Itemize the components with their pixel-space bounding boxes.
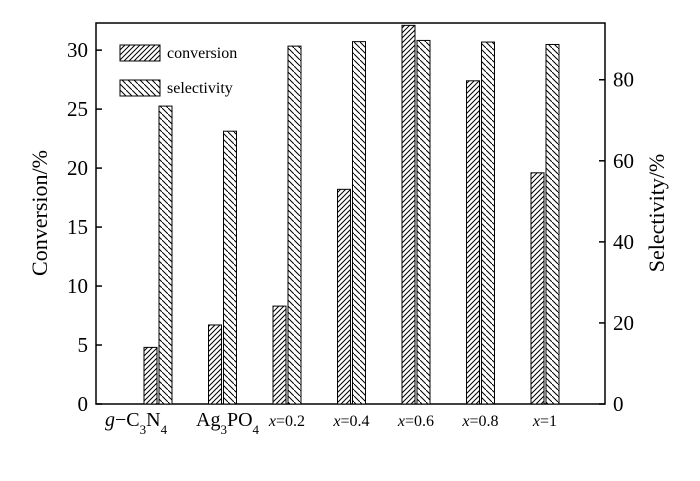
y2-axis-title: Selectivity/% xyxy=(644,154,669,273)
bar-conversion xyxy=(466,80,480,405)
bar-conversion xyxy=(143,346,158,405)
legend-label-conversion: conversion xyxy=(167,45,237,62)
bar-selectivity xyxy=(158,105,173,405)
left-axis: 0 5 10 15 20 25 30 xyxy=(67,38,102,416)
bar-conversion xyxy=(401,24,416,405)
y2-tick-label: 40 xyxy=(613,230,634,254)
y2-tick-label: 0 xyxy=(613,392,624,416)
bar-conversion xyxy=(337,188,351,405)
x-tick-label: x=0.2 xyxy=(268,413,305,430)
bar-selectivity xyxy=(416,39,431,405)
bar-selectivity xyxy=(287,45,302,405)
bar-conversion xyxy=(208,324,222,405)
bar-selectivity xyxy=(545,43,560,405)
bars xyxy=(143,24,560,405)
y-axis-title: Conversion/% xyxy=(27,150,52,276)
x-tick-label: x=1 xyxy=(532,413,557,430)
y-tick-label: 20 xyxy=(67,156,88,180)
y2-tick-label: 60 xyxy=(613,149,634,173)
y-tick-label: 25 xyxy=(67,97,88,121)
legend: conversion selectivity xyxy=(119,44,237,97)
bar-selectivity xyxy=(481,41,495,405)
y-tick-label: 5 xyxy=(78,333,89,357)
legend-swatch-conversion xyxy=(119,44,161,62)
legend-label-selectivity: selectivity xyxy=(167,80,233,97)
bar-conversion xyxy=(530,172,545,405)
bar-selectivity xyxy=(352,41,366,405)
x-tick-label: x=0.6 xyxy=(397,413,434,430)
legend-swatch-selectivity xyxy=(119,79,161,97)
bar-selectivity xyxy=(223,130,237,405)
y-tick-label: 15 xyxy=(67,215,88,239)
y2-tick-label: 80 xyxy=(613,68,634,92)
x-tick-label: g−C3N4 xyxy=(105,409,168,437)
y-tick-label: 0 xyxy=(78,392,89,416)
right-axis: 0 20 40 60 80 xyxy=(599,68,634,416)
x-tick-label: Ag3PO4 xyxy=(196,409,260,437)
x-tick-label: x=0.8 xyxy=(461,413,498,430)
x-tick-label: x=0.4 xyxy=(332,413,369,430)
category-labels: g−C3N4 Ag3PO4 x=0.2 x=0.4 x=0.6 x=0.8 x=1 xyxy=(105,409,557,437)
bar-conversion xyxy=(272,305,287,405)
y-tick-label: 30 xyxy=(67,38,88,62)
y2-tick-label: 20 xyxy=(613,311,634,335)
y-tick-label: 10 xyxy=(67,274,88,298)
